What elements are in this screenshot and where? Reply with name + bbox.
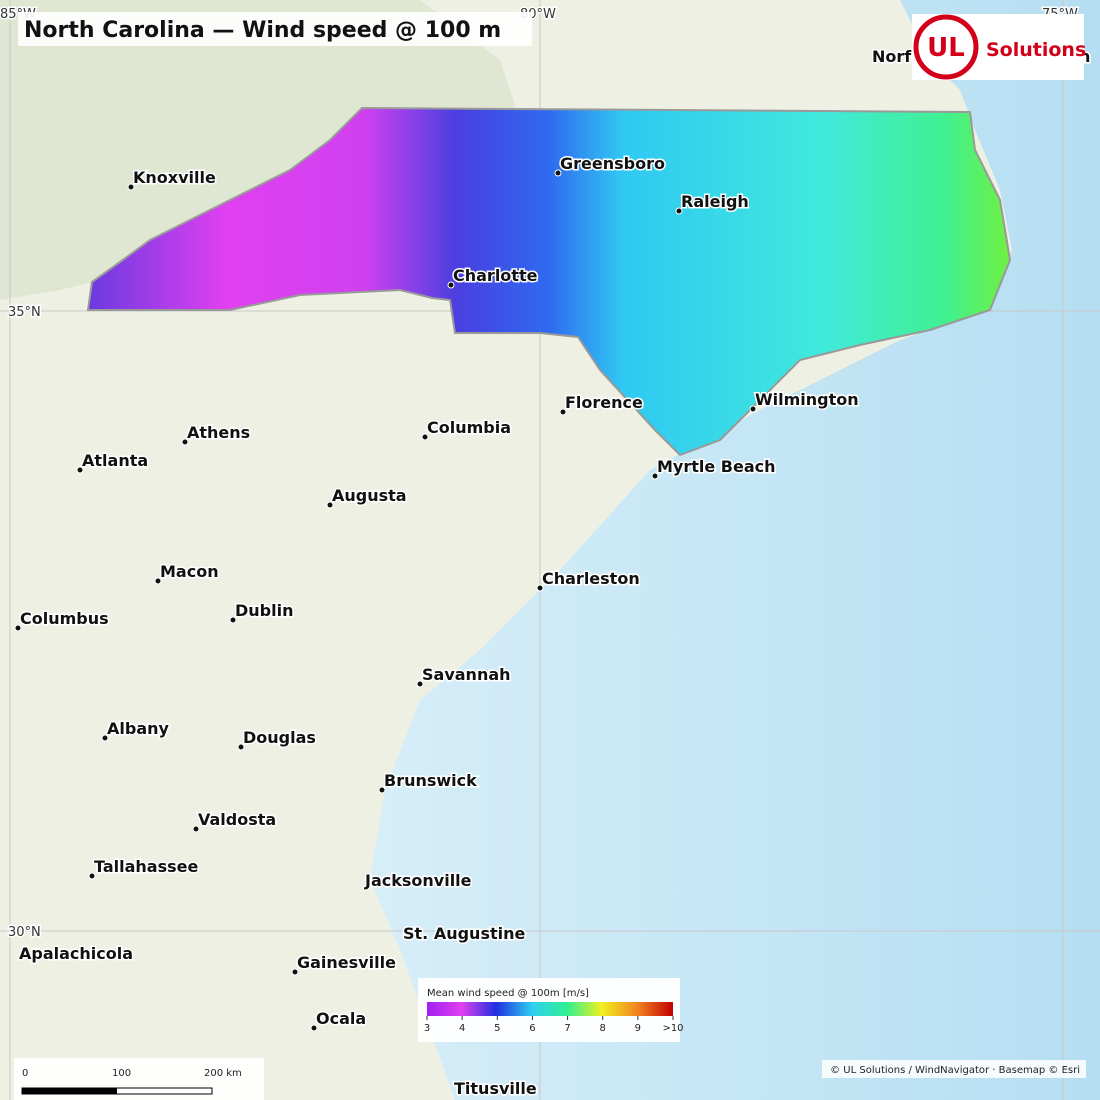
scale-label: 100 xyxy=(112,1068,131,1079)
city-label: Jacksonville xyxy=(364,871,472,890)
city-dot xyxy=(88,872,96,880)
city-dot xyxy=(421,433,429,441)
city-label: Valdosta xyxy=(198,810,276,829)
colorbar xyxy=(427,1002,673,1016)
city-label: Columbus xyxy=(20,609,109,628)
legend-tick-label: 3 xyxy=(424,1023,430,1034)
city-label: Tallahassee xyxy=(94,857,199,876)
city-dot xyxy=(14,624,22,632)
city-label: Augusta xyxy=(332,486,407,505)
city-dot xyxy=(326,501,334,509)
cities: NorfolkVirginia BeachKnoxvilleGreensboro… xyxy=(14,46,1092,1100)
city-label: Savannah xyxy=(422,665,511,684)
city-label: Douglas xyxy=(243,728,316,747)
city-dot xyxy=(416,680,424,688)
ocean xyxy=(370,0,1100,1100)
scale-label: 200 km xyxy=(204,1068,242,1079)
city-label: Raleigh xyxy=(681,192,749,211)
attribution-box xyxy=(822,1060,1086,1078)
city-label: Atlanta xyxy=(82,451,148,470)
city-label: St. Augustine xyxy=(403,924,525,943)
legend-tick-label: 5 xyxy=(494,1023,500,1034)
city-dot xyxy=(101,734,109,742)
logo-ring xyxy=(913,14,979,80)
logo-mark: UL xyxy=(927,33,965,63)
title-box xyxy=(18,12,532,46)
city-label: Brunswick xyxy=(384,771,477,790)
city-dot xyxy=(378,786,386,794)
legend-tick-label: 4 xyxy=(459,1023,465,1034)
lat-label: 35°N xyxy=(8,305,41,320)
city-label: Dublin xyxy=(235,601,293,620)
city-label: Wilmington xyxy=(755,390,859,409)
city-label: Macon xyxy=(160,562,219,581)
lat-label: 30°N xyxy=(8,925,41,940)
legend-tick-label: 9 xyxy=(635,1023,641,1034)
city-dot xyxy=(559,408,567,416)
city-label: Greensboro xyxy=(560,154,665,173)
city-dot xyxy=(675,207,683,215)
city-dot xyxy=(536,584,544,592)
logo-text: Solutions xyxy=(986,39,1086,61)
city-dot xyxy=(749,405,757,413)
wind-layer xyxy=(86,106,1012,457)
city-dot xyxy=(192,825,200,833)
city-label: Columbia xyxy=(427,418,511,437)
city-label: Charlotte xyxy=(453,266,538,285)
legend-tick-label: >10 xyxy=(662,1023,683,1034)
legend-tick-label: 6 xyxy=(529,1023,535,1034)
legend-title: Mean wind speed @ 100m [m/s] xyxy=(427,988,589,999)
scale-label: 0 xyxy=(22,1068,28,1079)
city-dot xyxy=(310,1024,318,1032)
legend-ticks: 3 4 5 6 7 8 9 >10 xyxy=(424,1016,684,1034)
city-dot xyxy=(237,743,245,751)
city-label: Athens xyxy=(187,423,250,442)
city-dot xyxy=(181,438,189,446)
scale-bar-segment xyxy=(22,1088,117,1094)
city-dot xyxy=(447,281,455,289)
city-label: Florence xyxy=(565,393,643,412)
city-dot xyxy=(291,968,299,976)
mountains xyxy=(0,0,520,300)
city-dot xyxy=(554,169,562,177)
city-label: Knoxville xyxy=(133,168,216,187)
city-label: Apalachicola xyxy=(19,944,133,963)
city-dot xyxy=(154,577,162,585)
city-label: Albany xyxy=(107,719,170,738)
city-dot xyxy=(76,466,84,474)
title: North Carolina — Wind speed @ 100 m xyxy=(24,18,501,43)
attribution: © UL Solutions / WindNavigator · Basemap… xyxy=(830,1065,1080,1076)
city-dot xyxy=(127,183,135,191)
city-dot xyxy=(229,616,237,624)
city-label: Ocala xyxy=(316,1009,366,1028)
city-label: Charleston xyxy=(542,569,640,588)
legend-tick-label: 7 xyxy=(564,1023,570,1034)
city-label: Gainesville xyxy=(297,953,396,972)
legend-tick-label: 8 xyxy=(600,1023,606,1034)
city-label: Titusville xyxy=(454,1079,537,1098)
city-dot xyxy=(651,472,659,480)
city-label: Myrtle Beach xyxy=(657,457,776,476)
